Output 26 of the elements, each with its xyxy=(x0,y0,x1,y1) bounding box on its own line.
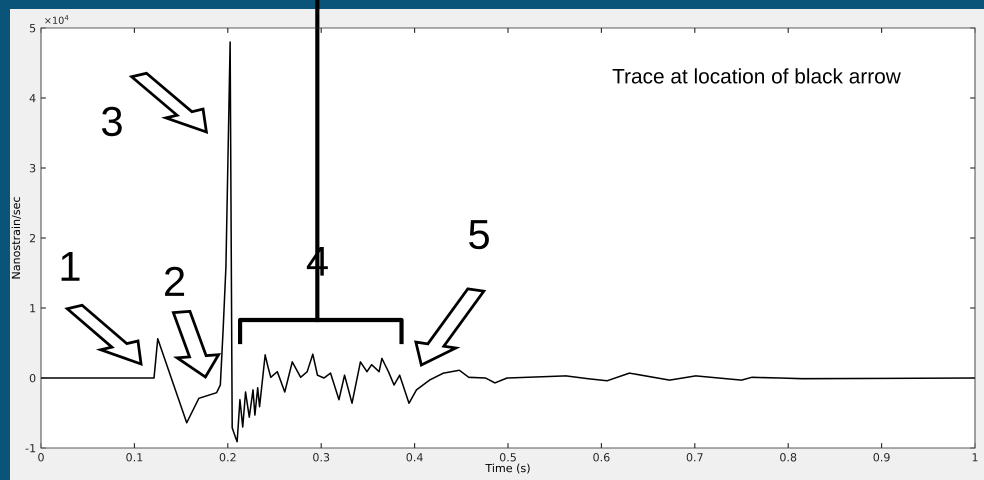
y-tick-label: 4 xyxy=(30,94,36,102)
annotation: 3 xyxy=(102,106,122,136)
y-tick-label: 2 xyxy=(30,234,36,242)
annotation: 2 xyxy=(165,266,184,296)
y-tick-label: 0 xyxy=(30,374,36,382)
y-tick-label: 3 xyxy=(30,164,36,172)
x-tick-label: 0 xyxy=(38,453,44,462)
x-tick-label: 0.5 xyxy=(500,453,516,462)
x-tick-label: 0.3 xyxy=(313,453,330,462)
y-tick-label: -1 xyxy=(26,444,36,452)
annotation: 5 xyxy=(469,220,489,250)
x-tick-label: 0.6 xyxy=(593,453,610,462)
x-tick-label: 0.9 xyxy=(874,453,890,462)
x-tick-label: 1 xyxy=(972,453,978,462)
x-tick-label: 0.2 xyxy=(220,453,236,462)
x-tick-label: 0.1 xyxy=(126,453,142,462)
text: ×10$^{4}$ xyxy=(45,15,68,24)
y-tick-label: 1 xyxy=(30,304,36,312)
x-tick-label: 0.7 xyxy=(686,453,703,462)
y-axis-title: Nanostrain/sec xyxy=(12,197,22,278)
x-tick-label: 0.4 xyxy=(406,453,423,462)
y-tick-label: 5 xyxy=(30,24,36,32)
x-tick-label: 0.8 xyxy=(780,453,796,462)
annotation: Trace at location of black arrow xyxy=(612,68,901,84)
annotation: 1 xyxy=(62,252,80,281)
x-axis-title: Time (s) xyxy=(485,464,530,474)
